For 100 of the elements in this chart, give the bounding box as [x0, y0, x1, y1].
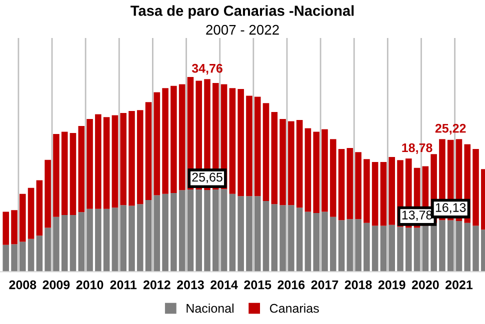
- bar: [271, 112, 278, 204]
- bar: [11, 244, 18, 272]
- x-tick-label: 2009: [42, 280, 70, 290]
- bar: [397, 226, 404, 272]
- bar: [280, 205, 286, 272]
- chart-subtitle: 2007 - 2022: [206, 24, 279, 35]
- bar: [136, 204, 144, 272]
- bar: [44, 160, 51, 228]
- x-tick-label: 2011: [110, 280, 137, 290]
- x-tick-label: 2012: [143, 280, 170, 290]
- bar: [187, 189, 194, 272]
- bar: [120, 112, 126, 206]
- bar: [296, 208, 303, 272]
- bar: [380, 162, 387, 226]
- x-tick-label: 2017: [311, 280, 338, 290]
- bar: [472, 148, 479, 226]
- bar: [120, 205, 126, 272]
- x-tick-label: 2010: [76, 280, 104, 290]
- bar: [346, 148, 354, 220]
- bar: [456, 221, 462, 272]
- bar: [78, 212, 85, 272]
- bar: [53, 134, 60, 217]
- bar: [254, 196, 261, 272]
- data-label: 18,78: [402, 143, 432, 154]
- legend-label: Nacional: [186, 304, 234, 313]
- bar: [178, 190, 186, 272]
- bar: [338, 220, 345, 272]
- bar: [170, 192, 177, 272]
- bar: [262, 200, 270, 272]
- bar: [196, 189, 202, 272]
- bar: [288, 121, 294, 206]
- bar: [11, 210, 18, 244]
- bar: [36, 236, 43, 272]
- bar: [346, 219, 354, 272]
- bar: [2, 244, 10, 272]
- bar: [154, 92, 160, 196]
- bar: [322, 212, 328, 272]
- data-label: 25,22: [435, 124, 466, 135]
- bar: [246, 196, 252, 272]
- bar: [112, 208, 118, 272]
- bar: [112, 115, 118, 208]
- bar: [422, 226, 429, 272]
- bar: [128, 206, 135, 272]
- bar: [388, 224, 396, 272]
- bar: [61, 132, 68, 215]
- bar: [388, 156, 396, 225]
- x-tick-label: 2021: [446, 280, 473, 290]
- x-tick-label: 2013: [177, 280, 204, 290]
- bar: [53, 216, 60, 272]
- bar: [95, 114, 102, 209]
- bar: [2, 212, 10, 245]
- bar: [330, 139, 336, 217]
- bar: [154, 195, 160, 272]
- bar: [70, 133, 76, 215]
- bar: [372, 162, 378, 226]
- bar: [430, 222, 437, 272]
- bar: [162, 194, 168, 272]
- bar: [44, 228, 51, 272]
- bar: [162, 88, 168, 194]
- bar: [262, 103, 270, 201]
- bar: [28, 238, 34, 272]
- bar: [78, 126, 85, 212]
- bar: [338, 148, 345, 220]
- bar: [20, 242, 26, 272]
- bar: [380, 226, 387, 272]
- x-tick-label: 2014: [210, 280, 238, 290]
- bar: [364, 159, 370, 223]
- bar: [36, 180, 43, 236]
- bar: [204, 190, 210, 272]
- bar: [86, 119, 93, 209]
- bar: [254, 96, 261, 196]
- bar: [447, 220, 454, 272]
- bar: [20, 194, 26, 242]
- bar: [246, 96, 252, 196]
- chart-title: Tasa de paro Canarias -Nacional: [130, 5, 354, 19]
- bar: [28, 188, 34, 239]
- bar: [322, 129, 328, 212]
- legend-label: Canarias: [270, 304, 319, 313]
- x-tick-label: 2008: [9, 280, 36, 290]
- bar: [86, 208, 93, 272]
- bar: [220, 189, 228, 272]
- bar: [372, 226, 378, 272]
- bar: [238, 89, 244, 196]
- bar: [439, 220, 446, 272]
- x-tick-label: 2015: [244, 280, 272, 290]
- x-tick-label: 2020: [412, 280, 439, 290]
- bar: [355, 152, 362, 220]
- bar: [212, 189, 219, 272]
- bar: [288, 205, 294, 272]
- x-tick-label: 2019: [378, 280, 406, 290]
- bar: [145, 102, 152, 200]
- bar: [330, 216, 336, 272]
- bar: [313, 213, 320, 272]
- bar: [229, 88, 236, 194]
- bar: [178, 84, 186, 190]
- bar: [364, 222, 370, 272]
- bar: [464, 222, 471, 272]
- bar: [170, 86, 177, 193]
- data-label: 16,13: [436, 203, 466, 214]
- bar: [472, 226, 479, 272]
